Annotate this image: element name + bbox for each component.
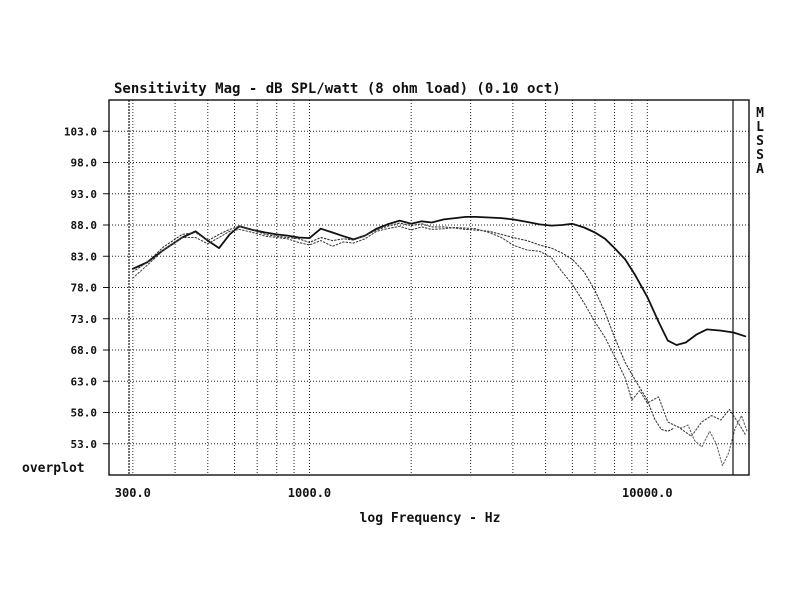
- side-label-letter: L: [756, 120, 764, 135]
- y-tick-label: 103.0: [64, 125, 97, 138]
- x-tick-label: 1000.0: [288, 486, 331, 500]
- series-line-2: [132, 222, 675, 432]
- y-tick-label: 58.0: [71, 407, 98, 420]
- y-tick-label: 63.0: [71, 375, 98, 388]
- x-tick-label: 10000.0: [622, 486, 673, 500]
- y-tick-label: 78.0: [71, 282, 98, 295]
- y-tick-label: 73.0: [71, 313, 98, 326]
- x-axis-ticks: 300.0 1000.0 10000.0: [115, 486, 673, 500]
- y-tick-label: 98.0: [71, 157, 98, 170]
- y-axis-ticks: 53.0 58.0 63.0 68.0 73.0 78.0 83.0 88.0 93.0 98.0…: [64, 125, 109, 451]
- y-tick-label: 68.0: [71, 344, 98, 357]
- side-label-letter: M: [756, 106, 764, 121]
- side-label-letter: A: [756, 162, 764, 177]
- series-lines: [131, 216, 749, 467]
- y-tick-label: 83.0: [71, 250, 98, 263]
- y-tick-label: 53.0: [71, 438, 98, 451]
- x-axis-label: log Frequency - Hz: [360, 511, 501, 526]
- series-line-1: [131, 216, 747, 346]
- series-line-3: [132, 225, 746, 437]
- side-label-letter: S: [756, 134, 764, 149]
- overplot-label: overplot: [22, 461, 85, 476]
- grid-lines: [109, 100, 749, 475]
- x-tick-label: 300.0: [115, 486, 151, 500]
- series-line-4: [673, 415, 749, 467]
- y-tick-label: 88.0: [71, 219, 98, 232]
- chart-title: Sensitivity Mag - dB SPL/watt (8 ohm loa…: [114, 81, 561, 97]
- side-label-letter: S: [756, 148, 764, 163]
- plot-frame: [108, 99, 750, 476]
- y-tick-label: 93.0: [71, 188, 98, 201]
